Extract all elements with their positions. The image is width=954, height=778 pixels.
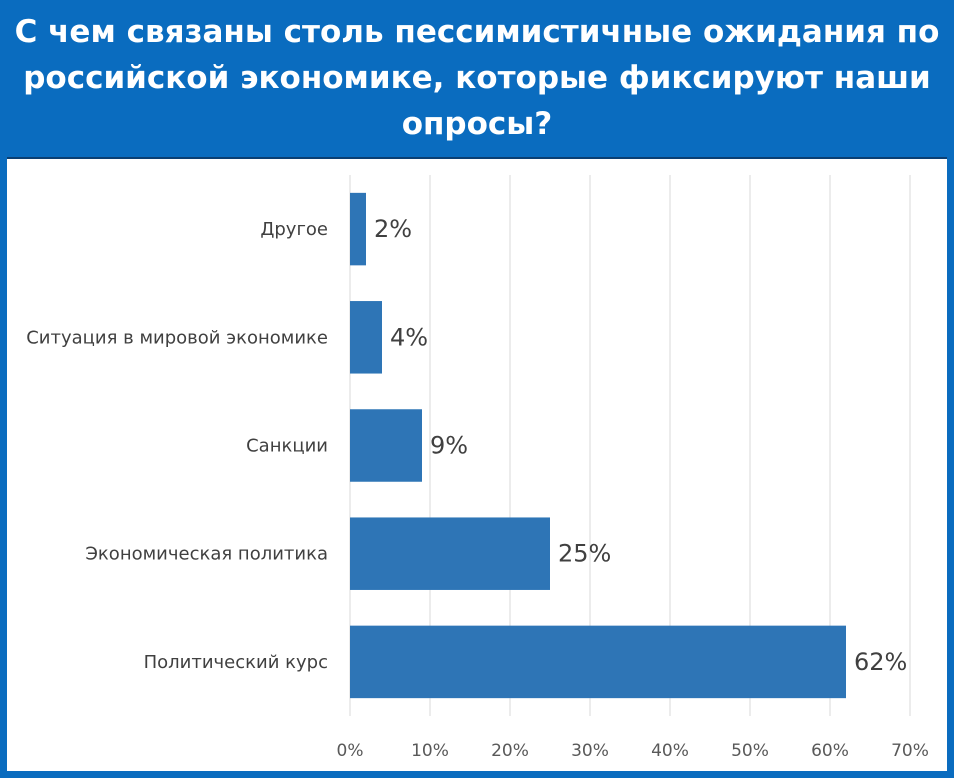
- x-tick-label: 20%: [491, 741, 529, 761]
- data-label: 25%: [558, 540, 611, 568]
- x-tick-label: 70%: [891, 741, 929, 761]
- chart-panel: 0% 10% 20% 30% 40% 50% 60% 70% Другое 2% Ситуация …: [7, 157, 947, 771]
- category-label: Другое: [260, 219, 328, 240]
- data-label: 4%: [390, 323, 428, 351]
- x-tick-label: 0%: [337, 741, 364, 761]
- data-label: 2%: [374, 215, 412, 243]
- category-label: Экономическая политика: [85, 544, 328, 565]
- data-label: 62%: [854, 648, 907, 676]
- x-tick-label: 30%: [571, 741, 609, 761]
- bar: [350, 192, 366, 266]
- x-tick-label: 40%: [651, 741, 689, 761]
- data-label: 9%: [430, 432, 468, 460]
- bar: [350, 409, 422, 482]
- slide-title: С чем связаны столь пессимистичные ожида…: [14, 14, 940, 142]
- category-label: Ситуация в мировой экономике: [26, 327, 328, 348]
- bar: [350, 301, 382, 374]
- bar-chart: 0% 10% 20% 30% 40% 50% 60% 70% Другое 2% Ситуация …: [26, 175, 929, 761]
- x-tick-label: 50%: [731, 741, 769, 761]
- x-tick-label: 60%: [811, 741, 849, 761]
- bar: [350, 625, 846, 699]
- bar: [350, 517, 550, 590]
- category-label: Политический курс: [144, 652, 328, 673]
- category-label: Санкции: [246, 436, 328, 457]
- x-tick-label: 10%: [411, 741, 449, 761]
